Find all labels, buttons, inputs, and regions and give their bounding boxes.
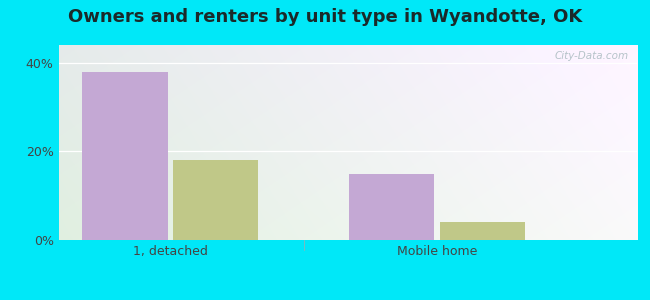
Bar (439, 222, 525, 240)
Bar (349, 173, 434, 240)
Text: Owners and renters by unit type in Wyandotte, OK: Owners and renters by unit type in Wyand… (68, 8, 582, 26)
Bar (83, 72, 168, 240)
Text: City-Data.com: City-Data.com (554, 51, 629, 61)
Bar (173, 160, 259, 240)
